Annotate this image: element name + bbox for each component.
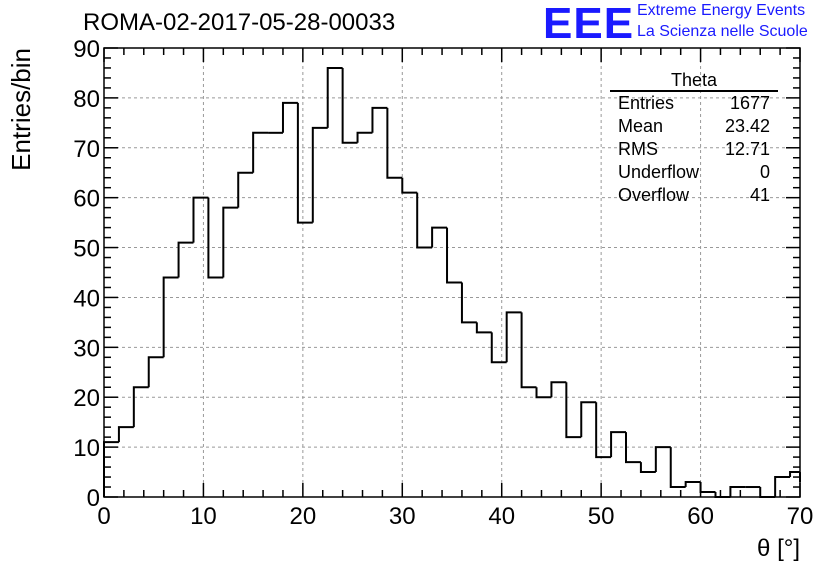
histogram-bin bbox=[669, 447, 686, 489]
axis-ticks bbox=[103, 47, 801, 498]
y-tick-label: 40 bbox=[73, 285, 100, 312]
histogram-bin bbox=[162, 276, 179, 358]
histogram-bin bbox=[654, 446, 671, 473]
y-tick-label: 30 bbox=[73, 335, 100, 362]
stats-row-overflow: Overflow 41 bbox=[610, 184, 778, 207]
y-tick-label: 80 bbox=[73, 86, 100, 113]
y-tick-label: 60 bbox=[73, 186, 100, 213]
y-tick-labels: 0 10 20 30 40 50 60 70 80 90 bbox=[73, 36, 100, 512]
histogram-bin bbox=[520, 312, 537, 389]
histogram-bin bbox=[416, 192, 433, 249]
stats-label: RMS bbox=[618, 139, 658, 159]
histogram-bin bbox=[177, 241, 194, 278]
eee-logo: EEE bbox=[543, 0, 635, 48]
y-axis-label: Entries/bin bbox=[6, 48, 36, 171]
stats-row-underflow: Underflow 0 bbox=[610, 161, 778, 184]
histogram-bin bbox=[774, 476, 791, 497]
stats-label: Overflow bbox=[618, 185, 690, 205]
histogram-bin bbox=[580, 401, 597, 438]
histogram-bin bbox=[431, 226, 448, 248]
histogram-bin bbox=[192, 196, 209, 243]
histogram-bin bbox=[699, 482, 716, 494]
histogram-bin bbox=[237, 171, 254, 208]
stats-title: Theta bbox=[610, 70, 778, 92]
x-tick-label: 0 bbox=[97, 503, 110, 530]
histogram-bin bbox=[252, 131, 269, 173]
histogram-bin bbox=[639, 462, 656, 474]
run-title: ROMA-02-2017-05-28-00033 bbox=[83, 9, 396, 36]
histogram-bin bbox=[296, 102, 313, 224]
histogram-bin bbox=[595, 402, 612, 459]
histogram-bin bbox=[550, 381, 567, 398]
stats-row-entries: Entries 1677 bbox=[610, 92, 778, 115]
histogram-bin bbox=[207, 197, 224, 279]
histogram-bin bbox=[147, 356, 164, 388]
stats-box: Theta Entries 1677 Mean 23.42 RMS 12.71 … bbox=[610, 70, 778, 207]
histogram-bin bbox=[311, 126, 328, 223]
histogram-bin bbox=[132, 386, 149, 428]
stats-value: 23.42 bbox=[724, 116, 770, 136]
histogram-bin bbox=[386, 107, 403, 179]
y-tick-label: 70 bbox=[73, 136, 100, 163]
y-tick-label: 10 bbox=[73, 435, 100, 462]
histogram-bars bbox=[103, 66, 801, 498]
histogram-bin bbox=[684, 481, 701, 488]
histogram-bin bbox=[565, 382, 582, 439]
histogram-bin bbox=[446, 227, 462, 284]
histogram-bin bbox=[535, 387, 552, 399]
histogram-bin bbox=[103, 441, 119, 497]
y-tick-label: 90 bbox=[73, 36, 100, 63]
histogram-bin bbox=[610, 431, 626, 458]
x-tick-label: 20 bbox=[290, 503, 317, 530]
logo-tagline-2: La Scienza nelle Scuole bbox=[637, 23, 808, 40]
stats-row-rms: RMS 12.71 bbox=[610, 138, 778, 161]
histogram-bin bbox=[222, 206, 239, 278]
x-tick-label: 60 bbox=[687, 503, 714, 530]
histogram-bin bbox=[789, 471, 800, 478]
stats-label: Entries bbox=[618, 93, 675, 113]
stats-row-mean: Mean 23.42 bbox=[610, 115, 778, 138]
histogram-bin bbox=[729, 486, 746, 497]
stats-label: Underflow bbox=[618, 162, 700, 182]
histogram-bin bbox=[281, 101, 298, 133]
histogram-bin bbox=[490, 332, 507, 364]
stats-value: 12.71 bbox=[724, 139, 770, 159]
y-tick-label: 20 bbox=[73, 385, 100, 412]
x-tick-label: 50 bbox=[588, 503, 615, 530]
histogram-bin bbox=[117, 426, 134, 443]
histogram-bin bbox=[460, 282, 477, 324]
x-tick-label: 10 bbox=[190, 503, 217, 530]
histogram-bin bbox=[356, 131, 373, 143]
x-tick-labels: 0 10 20 30 40 50 60 70 bbox=[97, 503, 813, 530]
histogram-bin bbox=[401, 177, 418, 194]
histogram-bin bbox=[505, 311, 522, 363]
stats-label: Mean bbox=[618, 116, 664, 136]
stats-value: 0 bbox=[759, 162, 770, 182]
logo-tagline-1: Extreme Energy Events bbox=[637, 2, 806, 19]
histogram-bin bbox=[625, 432, 641, 464]
stats-value: 41 bbox=[749, 185, 770, 205]
histogram-bin bbox=[341, 67, 358, 144]
plot-frame bbox=[103, 47, 801, 498]
histogram-bin bbox=[475, 322, 492, 334]
stats-value: 1677 bbox=[729, 93, 770, 113]
x-tick-label: 70 bbox=[787, 503, 814, 530]
x-tick-label: 40 bbox=[488, 503, 515, 530]
grid-lines bbox=[104, 48, 800, 497]
histogram-bin bbox=[759, 487, 776, 498]
x-tick-label: 30 bbox=[389, 503, 416, 530]
y-tick-label: 50 bbox=[73, 236, 100, 263]
y-tick-label: 0 bbox=[87, 485, 100, 512]
histogram-bin bbox=[326, 66, 343, 128]
x-axis-label: θ [°] bbox=[757, 535, 800, 562]
histogram-bin bbox=[371, 106, 388, 133]
